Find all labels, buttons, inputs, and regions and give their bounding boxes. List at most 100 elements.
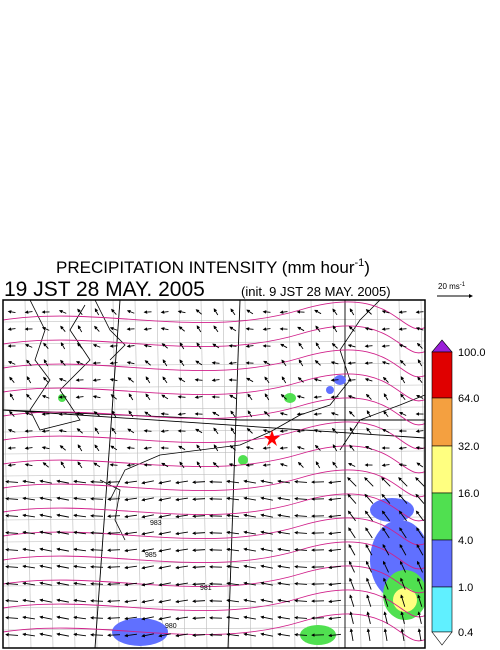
wind-arrow bbox=[243, 632, 256, 637]
grid-line bbox=[178, 300, 186, 648]
wind-arrow bbox=[348, 527, 356, 539]
wind-arrow bbox=[39, 564, 52, 569]
title-sup: -1 bbox=[355, 257, 365, 269]
wind-arrow bbox=[107, 633, 121, 637]
wind-arrow bbox=[124, 497, 138, 502]
wind-arrow bbox=[141, 565, 154, 570]
wind-arrow bbox=[196, 325, 202, 333]
wind-arrow bbox=[143, 327, 152, 331]
vs-text: 20 ms bbox=[438, 282, 460, 291]
wind-arrow bbox=[243, 564, 256, 569]
wind-arrow bbox=[365, 309, 372, 315]
wind-arrow bbox=[294, 598, 308, 603]
wind-arrow bbox=[366, 611, 371, 624]
wind-arrow bbox=[60, 325, 66, 332]
wind-arrow bbox=[39, 496, 52, 501]
wind-arrow bbox=[179, 359, 185, 367]
wind-arrow bbox=[417, 376, 423, 384]
wind-arrow bbox=[5, 530, 19, 535]
wind-arrow bbox=[90, 531, 104, 535]
grid-line bbox=[3, 384, 425, 389]
wind-arrow bbox=[5, 581, 19, 586]
wind-arrow bbox=[298, 359, 304, 367]
wind-arrow bbox=[383, 628, 388, 641]
wind-arrow bbox=[194, 378, 203, 382]
wind-arrow bbox=[56, 547, 69, 552]
wind-arrow bbox=[296, 446, 305, 450]
wind-arrow bbox=[260, 513, 273, 518]
wind-arrow bbox=[92, 378, 101, 382]
wind-arrow bbox=[145, 376, 151, 384]
graticule bbox=[3, 409, 425, 439]
wind-arrow bbox=[328, 633, 342, 638]
wind-arrow bbox=[124, 565, 138, 570]
wind-arrow bbox=[417, 628, 422, 641]
graticule bbox=[94, 300, 121, 648]
wind-arrow bbox=[398, 510, 407, 522]
wind-arrow bbox=[58, 378, 67, 382]
wind-arrow bbox=[111, 308, 117, 315]
wind-arrow bbox=[212, 462, 219, 468]
wind-arrow bbox=[416, 527, 424, 539]
wind-arrow bbox=[144, 411, 152, 417]
wind-arrow bbox=[296, 412, 305, 416]
wind-arrow bbox=[24, 463, 33, 467]
isobar bbox=[3, 565, 425, 594]
wind-arrow bbox=[263, 360, 271, 366]
wind-arrow bbox=[279, 310, 288, 314]
wind-arrow bbox=[111, 427, 117, 435]
wind-arrow bbox=[145, 393, 151, 401]
wind-arrow bbox=[226, 581, 240, 586]
wind-arrow bbox=[5, 513, 19, 518]
wind-arrow bbox=[178, 326, 185, 332]
wind-arrow bbox=[75, 395, 84, 399]
grid-line bbox=[3, 626, 425, 631]
wind-arrow bbox=[141, 480, 154, 485]
wind-arrow bbox=[330, 395, 339, 399]
wind-arrow bbox=[39, 615, 52, 620]
coastline bbox=[99, 479, 126, 541]
wind-arrow bbox=[226, 598, 240, 603]
wind-arrow bbox=[90, 497, 104, 501]
wind-arrow bbox=[26, 376, 32, 384]
wind-arrow bbox=[328, 480, 342, 485]
grid-line bbox=[134, 300, 142, 648]
wind-arrow bbox=[141, 514, 154, 519]
wind-arrow bbox=[260, 496, 273, 501]
wind-arrow bbox=[109, 463, 118, 467]
wind-arrow bbox=[294, 513, 308, 518]
wind-arrow bbox=[162, 376, 168, 384]
wind-arrow bbox=[7, 310, 16, 314]
wind-arrow bbox=[347, 493, 357, 504]
precip-area bbox=[393, 588, 417, 612]
wind-arrow bbox=[94, 427, 100, 435]
wind-arrow bbox=[141, 599, 154, 604]
wind-arrow bbox=[364, 477, 374, 487]
wind-arrow bbox=[277, 615, 290, 620]
precip-area bbox=[334, 375, 346, 385]
colorbar-bin bbox=[431, 586, 453, 633]
wind-arrow bbox=[364, 510, 373, 522]
wind-arrow bbox=[262, 463, 271, 467]
precip-area bbox=[309, 631, 327, 643]
wind-arrow bbox=[77, 308, 83, 315]
wind-arrow bbox=[348, 543, 356, 556]
wind-arrow bbox=[109, 378, 118, 382]
wind-arrow bbox=[73, 598, 87, 603]
wind-arrow bbox=[107, 531, 121, 535]
colorbar-label: 1.0 bbox=[458, 582, 473, 594]
wind-arrow bbox=[399, 359, 406, 366]
wind-arrow bbox=[229, 445, 236, 451]
wind-arrow bbox=[158, 565, 171, 570]
wind-arrow bbox=[260, 530, 273, 535]
wind-arrow bbox=[328, 565, 342, 570]
wind-arrow bbox=[294, 479, 308, 484]
wind-arrow bbox=[7, 463, 16, 467]
wind-arrow bbox=[328, 599, 342, 604]
wind-arrow bbox=[7, 361, 16, 365]
isobar-label: 981 bbox=[200, 585, 212, 592]
wind-arrow bbox=[41, 395, 50, 399]
wind-arrow bbox=[175, 514, 189, 519]
wind-arrow bbox=[124, 633, 138, 638]
wind-arrow bbox=[60, 359, 66, 366]
